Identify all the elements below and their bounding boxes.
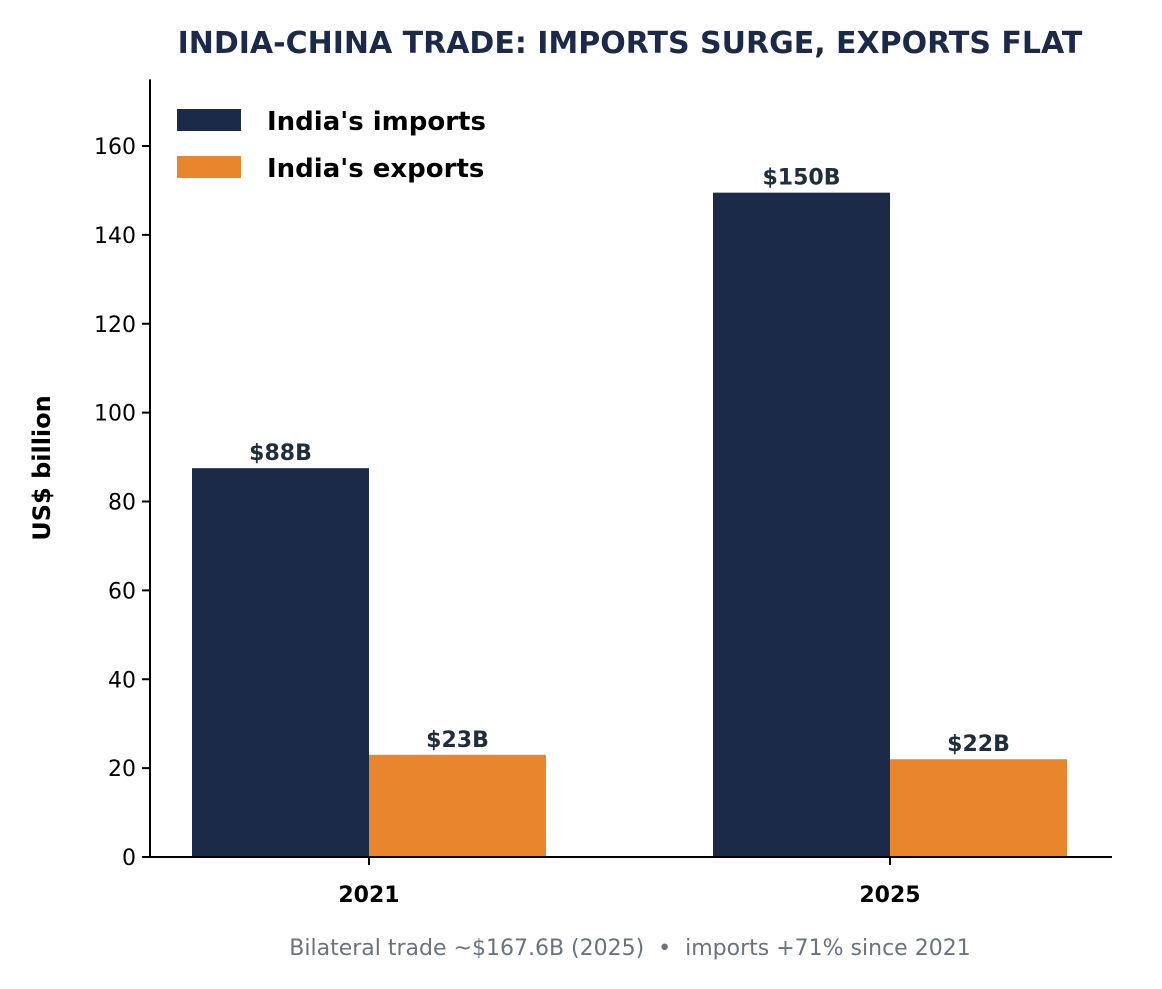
- bar-imports-2025: [713, 192, 890, 858]
- legend-swatch-imports: [177, 109, 241, 131]
- y-tick-label: 60: [108, 579, 136, 604]
- bar-imports-2021: [192, 468, 369, 857]
- y-tick-label: 120: [94, 313, 136, 338]
- x-tick-label-2021: 2021: [338, 883, 399, 908]
- data-label-imports-2025: $150B: [763, 166, 841, 191]
- y-tick-label: 160: [94, 135, 136, 160]
- y-tick-label: 40: [108, 668, 136, 693]
- data-label-exports-2025: $22B: [947, 732, 1010, 757]
- y-axis-label: US$ billion: [28, 395, 56, 541]
- legend-swatch-exports: [177, 156, 241, 178]
- chart-title: INDIA-CHINA TRADE: IMPORTS SURGE, EXPORT…: [178, 26, 1083, 61]
- y-tick-label: 0: [122, 846, 136, 871]
- y-tick-label: 140: [94, 224, 136, 249]
- data-label-exports-2021: $23B: [426, 728, 489, 753]
- y-tick-label: 80: [108, 491, 136, 516]
- plot-area: $88B $23B $150B $22B 0 20 40 60 80 100 120 140 160 20…: [94, 79, 1112, 908]
- y-tick-label: 100: [94, 402, 136, 427]
- x-tick-label-2025: 2025: [859, 883, 920, 908]
- legend-label-imports: India's imports: [267, 107, 486, 137]
- legend-label-exports: India's exports: [267, 154, 484, 184]
- bar-exports-2021: [369, 754, 546, 857]
- legend: India's imports India's exports: [177, 107, 486, 184]
- y-tick-label: 20: [108, 757, 136, 782]
- bar-exports-2025: [890, 759, 1067, 857]
- footnote: Bilateral trade ~$167.6B (2025) • import…: [289, 936, 970, 961]
- data-label-imports-2021: $88B: [249, 441, 312, 466]
